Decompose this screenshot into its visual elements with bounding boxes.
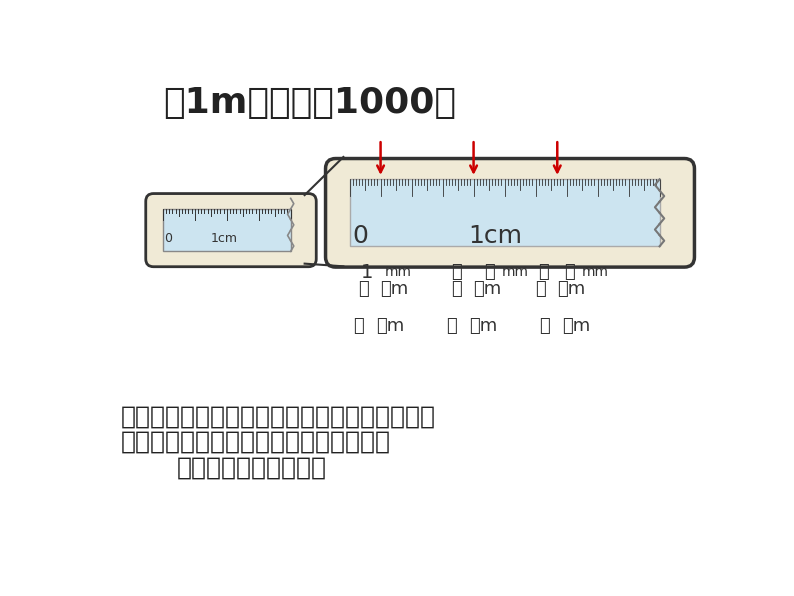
Text: （: （ (451, 281, 462, 299)
Text: ）m: ）m (376, 318, 404, 336)
Text: mm: mm (502, 265, 529, 280)
Text: 1cm: 1cm (210, 232, 237, 245)
Text: 自学要求：回顾一位小数和两位小数意义的探究: 自学要求：回顾一位小数和两位小数意义的探究 (121, 405, 436, 429)
Text: mm: mm (384, 265, 411, 280)
Text: 0: 0 (164, 232, 172, 245)
Text: 过程，自己来尝试探究三位小数的意义，: 过程，自己来尝试探究三位小数的意义， (121, 430, 391, 454)
Text: ）m: ）m (557, 281, 585, 299)
Text: 1: 1 (360, 263, 373, 282)
FancyBboxPatch shape (349, 179, 660, 246)
Text: （: （ (451, 263, 462, 281)
FancyBboxPatch shape (326, 159, 695, 267)
Text: ）: ） (565, 263, 575, 281)
Text: ）: ） (484, 263, 495, 281)
Text: （: （ (535, 281, 545, 299)
Text: ）m: ）m (561, 318, 590, 336)
Text: （: （ (538, 263, 549, 281)
Text: （: （ (539, 318, 550, 336)
Text: ）m: ）m (380, 281, 409, 299)
Text: 1cm: 1cm (468, 224, 522, 247)
FancyBboxPatch shape (163, 209, 291, 252)
Text: ）m: ）m (473, 281, 502, 299)
Text: 独立完成在学习单上。: 独立完成在学习单上。 (177, 455, 327, 479)
Text: 把1m平均分成1000份: 把1m平均分成1000份 (163, 86, 456, 120)
FancyBboxPatch shape (146, 194, 316, 267)
Text: （: （ (353, 318, 364, 336)
Text: （: （ (358, 281, 369, 299)
Text: mm: mm (582, 265, 609, 280)
Text: 0: 0 (353, 224, 368, 247)
Text: （: （ (446, 318, 457, 336)
Text: ）m: ）m (468, 318, 497, 336)
